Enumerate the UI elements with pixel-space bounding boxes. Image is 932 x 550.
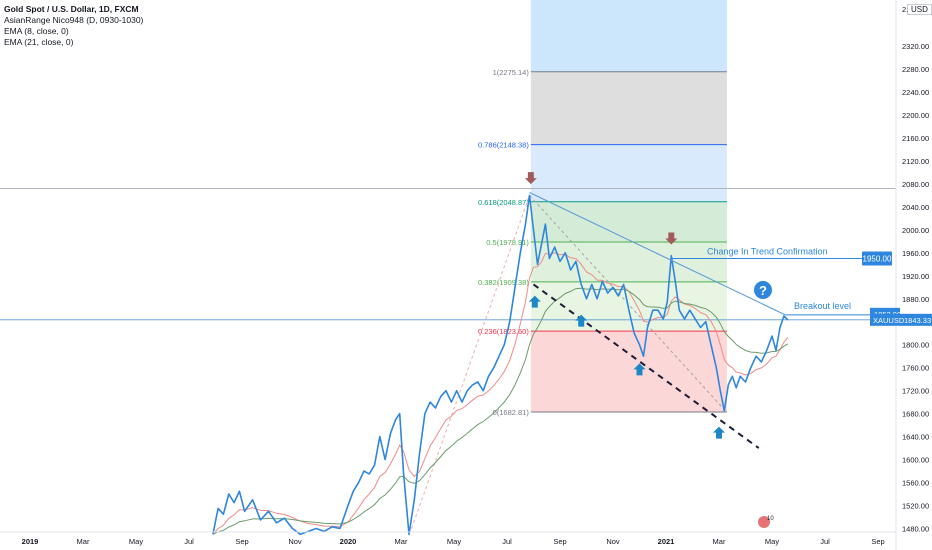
question-bubble[interactable] bbox=[754, 281, 772, 299]
change-in-trend-price-label: 1950.00 bbox=[863, 255, 892, 264]
time-axis-tick-label: Mar bbox=[77, 537, 90, 546]
change-in-trend-text: Change In Trend Confirmation bbox=[707, 247, 828, 257]
time-axis-tick-label: Nov bbox=[288, 537, 302, 546]
fib-level-label: 0.236(1823.60) bbox=[478, 327, 529, 336]
price-axis-tick-label: 1720.00 bbox=[902, 387, 929, 396]
time-axis-tick-label: Jul bbox=[502, 537, 512, 546]
price-axis-tick-label: 2000.00 bbox=[902, 226, 929, 235]
time-axis-tick-label: Jul bbox=[184, 537, 194, 546]
breakout-text: Breakout level bbox=[794, 301, 851, 311]
arrow-up-icon bbox=[575, 314, 588, 327]
fib-zone-0.5-0.382 bbox=[530, 241, 727, 282]
current-price-symbol: XAUUSD bbox=[873, 316, 905, 325]
fib-level-label: 0.5(1978.91) bbox=[486, 238, 529, 247]
time-axis-tick-label: Sep bbox=[871, 537, 884, 546]
current-price-label: 1843.33 bbox=[904, 316, 931, 325]
time-axis-tick-label: 2020 bbox=[340, 537, 357, 546]
fib-level-label: 0.786(2148.38) bbox=[478, 141, 529, 150]
time-axis-tick-label: May bbox=[129, 537, 143, 546]
fib-zone-1-0.786 bbox=[530, 71, 727, 145]
time-axis-tick-label: Mar bbox=[395, 537, 408, 546]
time-axis-tick-label: May bbox=[447, 537, 461, 546]
resistance-trend-line[interactable] bbox=[529, 191, 786, 316]
price-axis-tick-label: 1760.00 bbox=[902, 364, 929, 373]
change-in-trend-price-box[interactable] bbox=[862, 251, 892, 266]
fib-zone-0.786-0.618 bbox=[530, 144, 727, 202]
price-axis-tick-label: 2160.00 bbox=[902, 134, 929, 143]
price-axis-tick-label: 2280.00 bbox=[902, 65, 929, 74]
fib-zone-upper bbox=[530, 0, 727, 72]
fib-level-label: 0.618(2048.87) bbox=[478, 198, 529, 207]
current-price-box[interactable] bbox=[870, 313, 932, 326]
events-flag-count: 10 bbox=[767, 516, 774, 522]
fib-zone-0.236-0 bbox=[530, 331, 727, 413]
support-trend-line[interactable] bbox=[532, 283, 760, 449]
fib-level-label: 0.382(1909.38) bbox=[478, 278, 529, 287]
events-flag-icon[interactable] bbox=[758, 516, 770, 528]
chart-legend: Gold Spot / U.S. Dollar, 1D, FXCM AsianR… bbox=[4, 4, 143, 48]
time-axis-tick-label: Jul bbox=[820, 537, 830, 546]
price-axis-tick-label: 2200.00 bbox=[902, 111, 929, 120]
price-axis-tick-label: 1920.00 bbox=[902, 272, 929, 281]
time-axis-tick-label: May bbox=[765, 537, 779, 546]
price-axis-tick-label: 2040.00 bbox=[902, 203, 929, 212]
price-axis-tick-label: 2240.00 bbox=[902, 88, 929, 97]
arrow-down-icon bbox=[665, 232, 678, 245]
currency-badge[interactable]: USD bbox=[907, 4, 932, 15]
legend-indicator-ema8[interactable]: EMA (8, close, 0) bbox=[4, 26, 69, 36]
ema-21-line[interactable] bbox=[212, 287, 789, 535]
price-axis-tick-label: 1680.00 bbox=[902, 410, 929, 419]
price-axis-tick-label: 1880.00 bbox=[902, 295, 929, 304]
arrow-up-icon bbox=[528, 295, 541, 308]
fib-trend-line-up[interactable] bbox=[411, 195, 530, 529]
price-axis-tick-label: 1600.00 bbox=[902, 456, 929, 465]
price-line[interactable] bbox=[212, 194, 789, 536]
fib-level-label: 1(2275.14) bbox=[493, 68, 530, 77]
time-axis-tick-label: 2021 bbox=[658, 537, 675, 546]
price-axis-tick-label: 1560.00 bbox=[902, 479, 929, 488]
legend-title: Gold Spot / U.S. Dollar, 1D, FXCM bbox=[4, 4, 139, 14]
legend-indicator-asianrange[interactable]: AsianRange Nico948 (D, 0930-1030) bbox=[4, 15, 144, 25]
price-axis-tick-label: 2120.00 bbox=[902, 157, 929, 166]
price-axis-tick-label: 1960.00 bbox=[902, 249, 929, 258]
arrow-up-icon bbox=[633, 363, 646, 376]
time-axis-tick-label: Sep bbox=[553, 537, 566, 546]
price-axis-tick-label: 2320.00 bbox=[902, 42, 929, 51]
price-axis-tick-label: 1800.00 bbox=[902, 341, 929, 350]
arrow-up-icon bbox=[713, 426, 725, 439]
fib-level-label: 0(1682.81) bbox=[493, 408, 530, 417]
price-axis-tick-label: 1520.00 bbox=[902, 502, 929, 511]
time-axis-tick-label: Nov bbox=[606, 537, 620, 546]
price-axis-tick-label: 1640.00 bbox=[902, 433, 929, 442]
time-axis-tick-label: Sep bbox=[235, 537, 248, 546]
price-axis-top-tick-label: 2. bbox=[902, 5, 908, 14]
legend-indicator-ema21[interactable]: EMA (21, close, 0) bbox=[4, 37, 74, 47]
price-axis-tick-label: 2080.00 bbox=[902, 180, 929, 189]
price-axis-tick-label: 1480.00 bbox=[902, 525, 929, 534]
time-axis-tick-label: Mar bbox=[713, 537, 726, 546]
question-mark-icon: ? bbox=[759, 283, 767, 298]
time-axis-tick-label: 2019 bbox=[22, 537, 39, 546]
arrow-down-icon bbox=[524, 172, 537, 185]
